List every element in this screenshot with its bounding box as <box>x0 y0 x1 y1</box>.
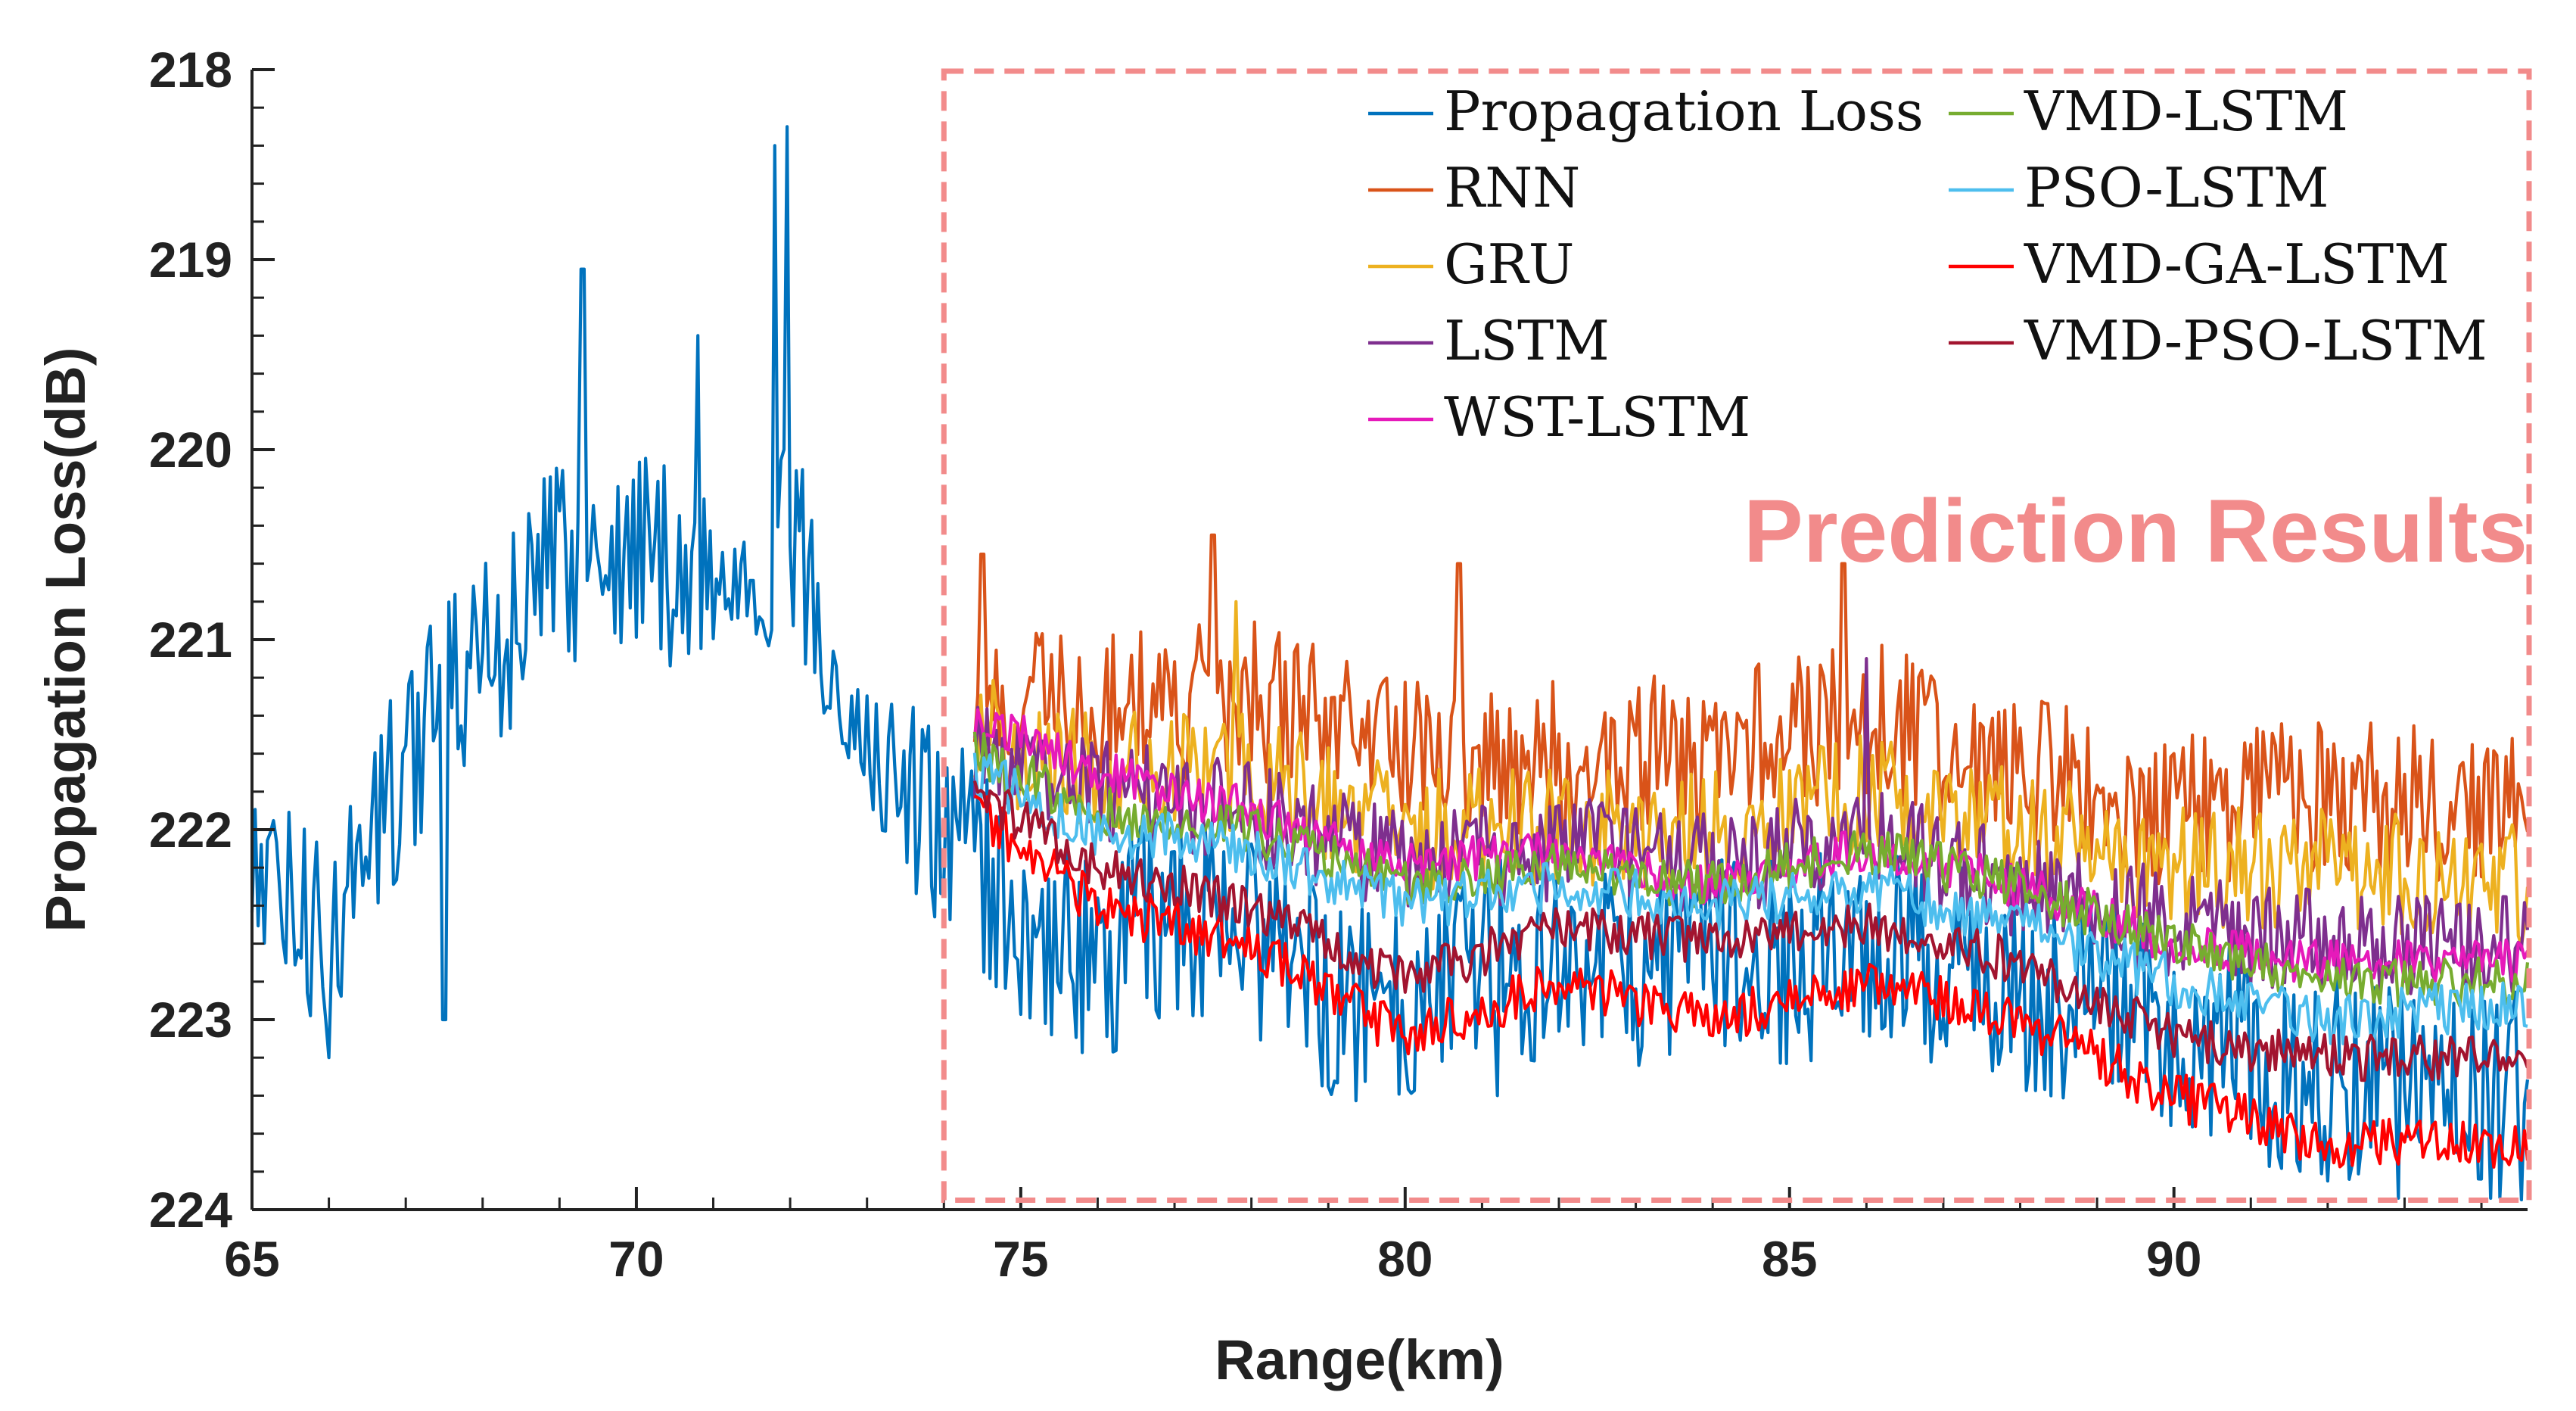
legend: Propagation Loss RNN GRU LSTM WST-LSTM VMD-LS… <box>1368 79 2487 449</box>
axes: 65 70 75 80 85 90 218 219 220 221 222 223 224 Range(k… <box>34 42 2528 1391</box>
x-tick-label: 85 <box>1762 1231 1817 1287</box>
x-tick-label: 90 <box>2146 1231 2201 1287</box>
x-tick-label: 75 <box>993 1231 1048 1287</box>
series-line-3 <box>972 656 2530 995</box>
legend-label-6: PSO-LSTM <box>2024 156 2329 220</box>
series-line-8 <box>972 780 2529 1082</box>
legend-label-2: GRU <box>1444 232 1574 296</box>
y-tick-label: 221 <box>149 612 232 668</box>
x-tick-label: 80 <box>1377 1231 1433 1287</box>
x-tick-label: 70 <box>608 1231 664 1287</box>
series-line-7 <box>973 794 2530 1169</box>
series-line-2 <box>972 600 2530 948</box>
y-axis-title: Propagation Loss(dB) <box>34 347 97 933</box>
legend-label-0: Propagation Loss <box>1444 79 1924 143</box>
y-tick-label: 219 <box>149 232 232 288</box>
prediction-results-label: Prediction Results <box>1744 481 2528 581</box>
y-tick-label: 222 <box>149 802 232 858</box>
legend-label-8: VMD-PSO-LSTM <box>2024 309 2487 372</box>
series-line-6 <box>972 752 2528 1045</box>
series-lines <box>250 125 2530 1202</box>
y-tick-label: 223 <box>149 992 232 1048</box>
legend-label-4: WST-LSTM <box>1444 385 1750 449</box>
prediction-box <box>941 68 2532 1203</box>
y-tick-label: 224 <box>149 1182 232 1238</box>
prediction-region: Prediction Results <box>941 68 2532 1203</box>
x-tick-label: 65 <box>224 1231 279 1287</box>
series-line-0 <box>250 125 2530 1202</box>
legend-label-7: VMD-GA-LSTM <box>2024 232 2450 296</box>
legend-label-3: LSTM <box>1444 309 1610 372</box>
legend-label-1: RNN <box>1444 156 1580 220</box>
y-tick-label: 220 <box>149 422 232 478</box>
legend-label-5: VMD-LSTM <box>2024 79 2348 143</box>
x-axis-title: Range(km) <box>1215 1328 1504 1391</box>
y-tick-label: 218 <box>149 42 232 98</box>
